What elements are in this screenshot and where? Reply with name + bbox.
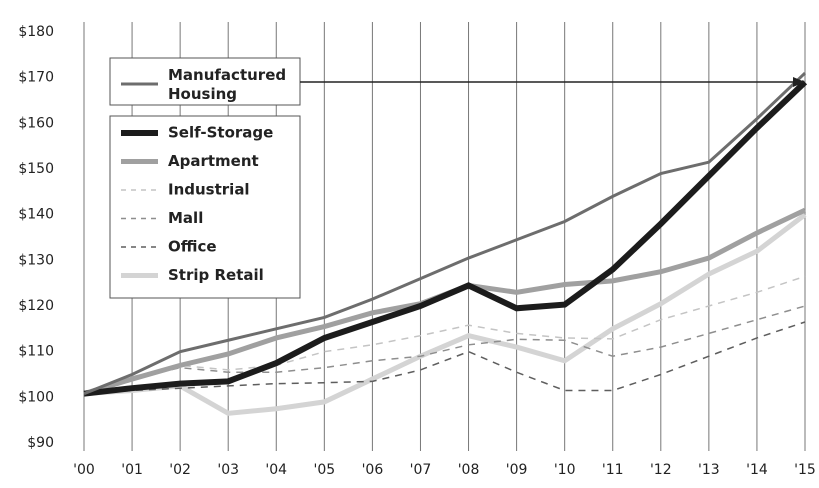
x-tick-label: '14 xyxy=(746,462,768,478)
legend-label: Mall xyxy=(168,209,203,227)
x-tick-label: '02 xyxy=(169,462,191,478)
x-tick-label: '03 xyxy=(217,462,239,478)
x-tick-label: '10 xyxy=(554,462,576,478)
legend-box xyxy=(109,115,301,299)
y-tick-label: $140 xyxy=(18,207,54,223)
lines xyxy=(83,72,808,416)
series-line xyxy=(83,275,806,395)
y-tick-label: $110 xyxy=(18,344,54,360)
x-tick-label: '12 xyxy=(650,462,672,478)
x-tick-label: '13 xyxy=(698,462,720,478)
legend: Manufactured Housing Self-Storage Apartment… xyxy=(121,66,286,284)
legend-label: Apartment xyxy=(168,152,259,170)
y-tick-label: $100 xyxy=(18,389,54,405)
x-tick-label: '09 xyxy=(506,462,528,478)
y-tick-label: $130 xyxy=(18,252,54,268)
x-tick-label: '05 xyxy=(313,462,335,478)
y-tick-label: $90 xyxy=(27,435,54,451)
x-tick-label: '00 xyxy=(73,462,95,478)
legend-label: Industrial xyxy=(168,181,250,199)
legend-label: Manufactured Housing xyxy=(168,66,286,103)
grid: $90 $100 $110 $120 $130 $140 $150 $160 $170 $180 '… xyxy=(18,22,816,478)
y-tick-label: $180 xyxy=(18,24,54,40)
series-line xyxy=(83,72,807,396)
series-line xyxy=(83,212,807,416)
x-tick-label: '06 xyxy=(362,462,384,478)
series-line xyxy=(83,305,806,395)
legend-label: Strip Retail xyxy=(168,266,264,284)
y-tick-label: $150 xyxy=(18,161,54,177)
legend-box xyxy=(109,57,301,106)
x-tick-label: '08 xyxy=(458,462,480,478)
x-tick-label: '11 xyxy=(602,462,624,478)
x-tick-label: '01 xyxy=(121,462,143,478)
series-line xyxy=(83,321,806,395)
x-tick-label: '15 xyxy=(794,462,816,478)
y-tick-label: $160 xyxy=(18,115,54,131)
y-tick-label: $170 xyxy=(18,70,54,86)
x-tick-label: '04 xyxy=(265,462,287,478)
legend-label: Self-Storage xyxy=(168,124,273,142)
x-tick-label: '07 xyxy=(410,462,432,478)
series-line xyxy=(83,80,808,397)
arrow-head xyxy=(793,77,805,87)
y-tick-label: $120 xyxy=(18,298,54,314)
legend-label: Office xyxy=(168,238,217,256)
